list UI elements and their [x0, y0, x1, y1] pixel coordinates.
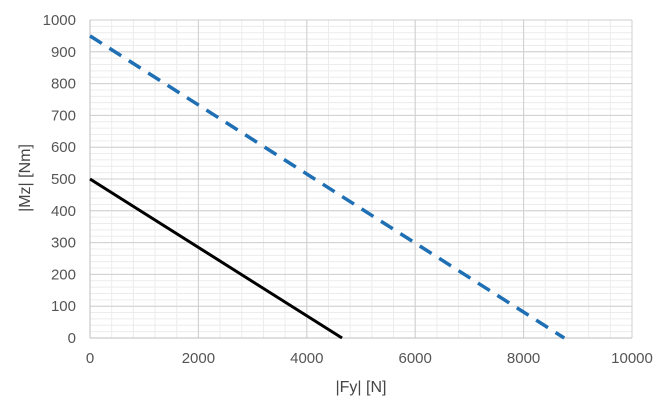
x-tick-label: 6000 [399, 350, 432, 367]
y-tick-labels: 0 100 200 300 400 500 600 700 800 900 1000 [43, 12, 76, 347]
y-tick-label: 0 [68, 330, 76, 347]
series-line-2 [89, 34, 566, 340]
y-tick-label: 1000 [43, 12, 76, 29]
x-tick-label: 0 [86, 350, 94, 367]
x-tick-label: 2000 [182, 350, 215, 367]
x-tick-label: 4000 [290, 350, 323, 367]
series-line-1 [89, 177, 343, 340]
y-tick-label: 800 [51, 76, 76, 93]
x-axis-label: |Fy| [N] [336, 379, 387, 396]
y-tick-label: 500 [51, 171, 76, 188]
x-tick-label: 10000 [611, 350, 653, 367]
y-tick-label: 300 [51, 235, 76, 252]
y-tick-label: 700 [51, 107, 76, 124]
y-tick-label: 400 [51, 203, 76, 220]
y-tick-label: 100 [51, 298, 76, 315]
x-tick-labels: 0 2000 4000 6000 8000 10000 [86, 350, 653, 367]
x-tick-label: 8000 [507, 350, 540, 367]
major-gridlines [89, 19, 633, 339]
y-axis-label: |Mz| [Nm] [17, 144, 34, 212]
series-layer [89, 34, 566, 340]
y-tick-label: 200 [51, 266, 76, 283]
y-tick-label: 900 [51, 44, 76, 61]
y-tick-label: 600 [51, 139, 76, 156]
